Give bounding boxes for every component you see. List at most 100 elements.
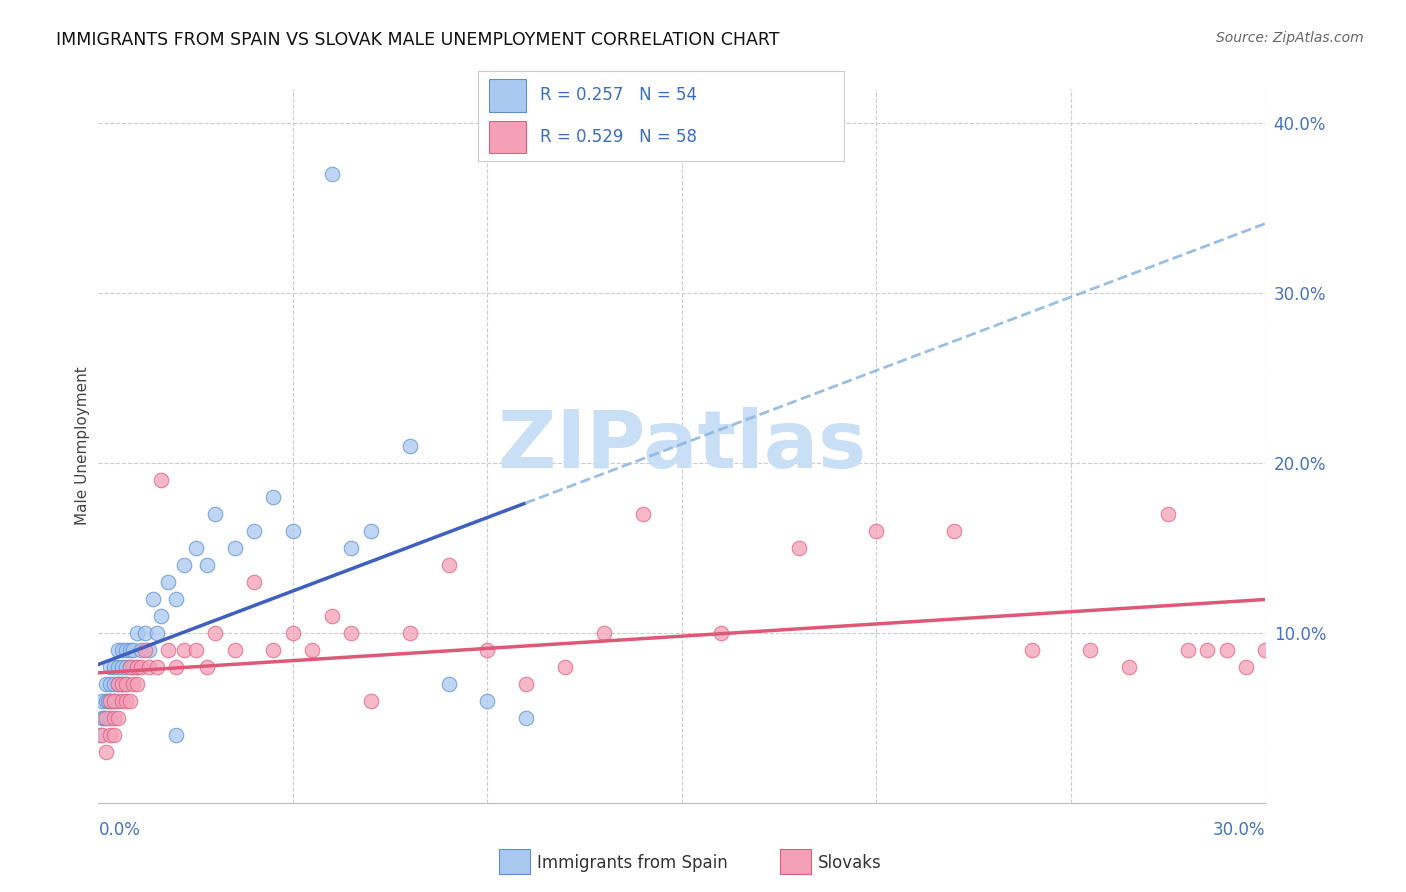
- Point: [98, 694, 121, 708]
- Point: [107, 660, 129, 674]
- Point: [165, 728, 187, 742]
- Point: [114, 694, 136, 708]
- Point: [710, 626, 733, 640]
- Point: [437, 677, 460, 691]
- Point: [98, 660, 121, 674]
- Point: [127, 660, 149, 674]
- Point: [204, 507, 226, 521]
- Point: [111, 660, 134, 674]
- Point: [103, 677, 125, 691]
- Point: [107, 677, 129, 691]
- Point: [224, 643, 246, 657]
- Point: [360, 524, 382, 538]
- Text: R = 0.529   N = 58: R = 0.529 N = 58: [540, 128, 697, 146]
- Text: Immigrants from Spain: Immigrants from Spain: [537, 855, 728, 872]
- Point: [107, 694, 129, 708]
- Point: [138, 660, 160, 674]
- Point: [437, 558, 460, 572]
- Point: [146, 660, 169, 674]
- Point: [118, 643, 141, 657]
- Point: [98, 694, 121, 708]
- Point: [129, 660, 152, 674]
- Point: [360, 694, 382, 708]
- Point: [943, 524, 966, 538]
- Text: 0.0%: 0.0%: [98, 821, 141, 838]
- Point: [97, 694, 120, 708]
- Point: [165, 660, 187, 674]
- Point: [195, 558, 218, 572]
- Point: [173, 558, 195, 572]
- Point: [114, 643, 136, 657]
- Point: [96, 677, 118, 691]
- Point: [114, 677, 136, 691]
- Point: [515, 711, 537, 725]
- Point: [398, 626, 420, 640]
- Point: [631, 507, 654, 521]
- Point: [1080, 643, 1102, 657]
- Point: [173, 643, 195, 657]
- Point: [142, 591, 165, 606]
- Point: [111, 677, 134, 691]
- Point: [1157, 507, 1180, 521]
- Point: [118, 694, 141, 708]
- Point: [111, 643, 134, 657]
- Point: [321, 608, 343, 623]
- Point: [262, 490, 284, 504]
- Point: [107, 711, 129, 725]
- Point: [515, 677, 537, 691]
- Point: [1021, 643, 1043, 657]
- Point: [103, 660, 125, 674]
- Point: [111, 677, 134, 691]
- Point: [281, 626, 304, 640]
- Point: [1215, 643, 1237, 657]
- Text: Source: ZipAtlas.com: Source: ZipAtlas.com: [1216, 31, 1364, 45]
- Point: [243, 524, 266, 538]
- Text: IMMIGRANTS FROM SPAIN VS SLOVAK MALE UNEMPLOYMENT CORRELATION CHART: IMMIGRANTS FROM SPAIN VS SLOVAK MALE UNE…: [56, 31, 780, 49]
- Point: [787, 541, 810, 555]
- Y-axis label: Male Unemployment: Male Unemployment: [75, 367, 90, 525]
- Text: R = 0.257   N = 54: R = 0.257 N = 54: [540, 87, 697, 104]
- Point: [96, 745, 118, 759]
- Point: [149, 608, 172, 623]
- Point: [224, 541, 246, 555]
- Point: [477, 643, 499, 657]
- Bar: [489, 121, 526, 153]
- Point: [93, 711, 115, 725]
- Point: [107, 643, 129, 657]
- Point: [1195, 643, 1218, 657]
- Point: [1118, 660, 1140, 674]
- Point: [321, 167, 343, 181]
- Point: [96, 694, 118, 708]
- Point: [157, 574, 180, 589]
- Point: [593, 626, 616, 640]
- Point: [1177, 643, 1199, 657]
- Point: [114, 660, 136, 674]
- Point: [114, 677, 136, 691]
- Point: [98, 677, 121, 691]
- Point: [103, 694, 125, 708]
- Point: [129, 643, 152, 657]
- Point: [122, 677, 145, 691]
- Point: [865, 524, 887, 538]
- Point: [91, 711, 114, 725]
- Point: [127, 660, 149, 674]
- Point: [184, 643, 207, 657]
- Point: [149, 473, 172, 487]
- Point: [281, 524, 304, 538]
- Point: [1234, 660, 1257, 674]
- Point: [165, 591, 187, 606]
- Point: [107, 677, 129, 691]
- Point: [134, 626, 156, 640]
- Point: [195, 660, 218, 674]
- Text: 30.0%: 30.0%: [1213, 821, 1265, 838]
- Point: [554, 660, 576, 674]
- Point: [122, 643, 145, 657]
- Point: [96, 711, 118, 725]
- Point: [127, 626, 149, 640]
- Point: [127, 677, 149, 691]
- Text: ZIPat⁠las: ZIPat⁠las: [498, 407, 866, 485]
- Point: [398, 439, 420, 453]
- Point: [146, 626, 169, 640]
- Point: [340, 626, 363, 640]
- Text: Slovaks: Slovaks: [818, 855, 882, 872]
